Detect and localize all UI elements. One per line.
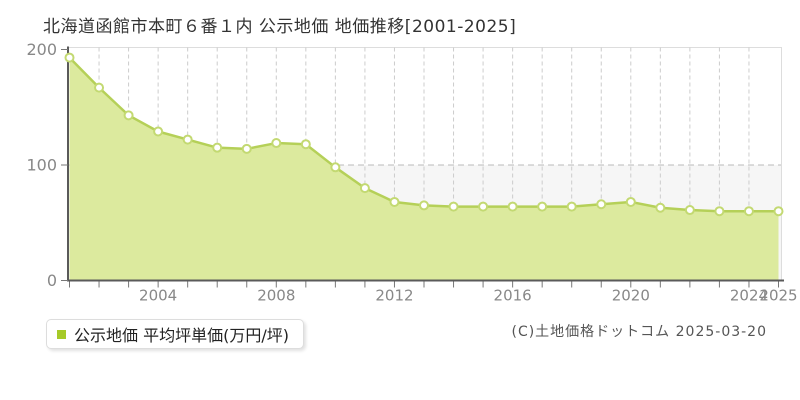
price-area: [69, 57, 779, 280]
data-point-2006[interactable]: [212, 142, 223, 153]
legend-swatch-icon: [57, 329, 66, 339]
data-point-2025[interactable]: [773, 206, 784, 217]
data-point-2001[interactable]: [64, 52, 75, 63]
data-point-2004[interactable]: [153, 126, 164, 137]
data-point-2009[interactable]: [300, 139, 311, 150]
data-point-2007[interactable]: [241, 143, 252, 154]
data-point-2015[interactable]: [478, 201, 489, 212]
x-axis-label-2016: 2016: [494, 287, 532, 305]
data-point-2012[interactable]: [389, 196, 400, 207]
data-point-2018[interactable]: [566, 201, 577, 212]
legend-label: 公示地価 平均坪単価(万円/坪): [74, 326, 289, 345]
data-point-2005[interactable]: [182, 134, 193, 145]
data-point-2013[interactable]: [419, 200, 429, 211]
x-axis-label-2024: 2024: [730, 287, 768, 305]
data-point-2011[interactable]: [359, 183, 370, 194]
x-axis-label-2012: 2012: [375, 287, 413, 305]
data-point-2008[interactable]: [271, 138, 282, 149]
data-point-2002[interactable]: [94, 82, 105, 93]
data-point-2023[interactable]: [714, 206, 725, 217]
y-axis-label-0: 0: [47, 271, 57, 290]
data-point-2017[interactable]: [537, 201, 548, 212]
copyright-text: (C)土地価格ドットコム 2025-03-20: [511, 324, 767, 340]
data-point-2020[interactable]: [625, 196, 636, 207]
page-title: 北海道函館市本町６番１内 公示地価 地価推移[2001-2025]: [43, 17, 517, 37]
data-point-2003[interactable]: [123, 110, 134, 121]
x-axis-label-2004: 2004: [139, 287, 177, 305]
data-point-2016[interactable]: [507, 201, 518, 212]
data-point-2024[interactable]: [743, 206, 754, 217]
x-axis-label-2025: 2025: [759, 287, 797, 305]
data-point-2021[interactable]: [655, 202, 666, 213]
data-point-2010[interactable]: [330, 162, 341, 173]
x-axis-label-2008: 2008: [257, 287, 295, 305]
data-point-2022[interactable]: [684, 205, 695, 216]
x-axis-label-2020: 2020: [612, 287, 650, 305]
data-point-2019[interactable]: [596, 199, 607, 210]
y-axis-label-100: 100: [26, 156, 57, 175]
data-point-2014[interactable]: [448, 201, 459, 212]
legend: 公示地価 平均坪単価(万円/坪): [46, 319, 304, 349]
y-axis-label-200: 200: [26, 40, 57, 59]
